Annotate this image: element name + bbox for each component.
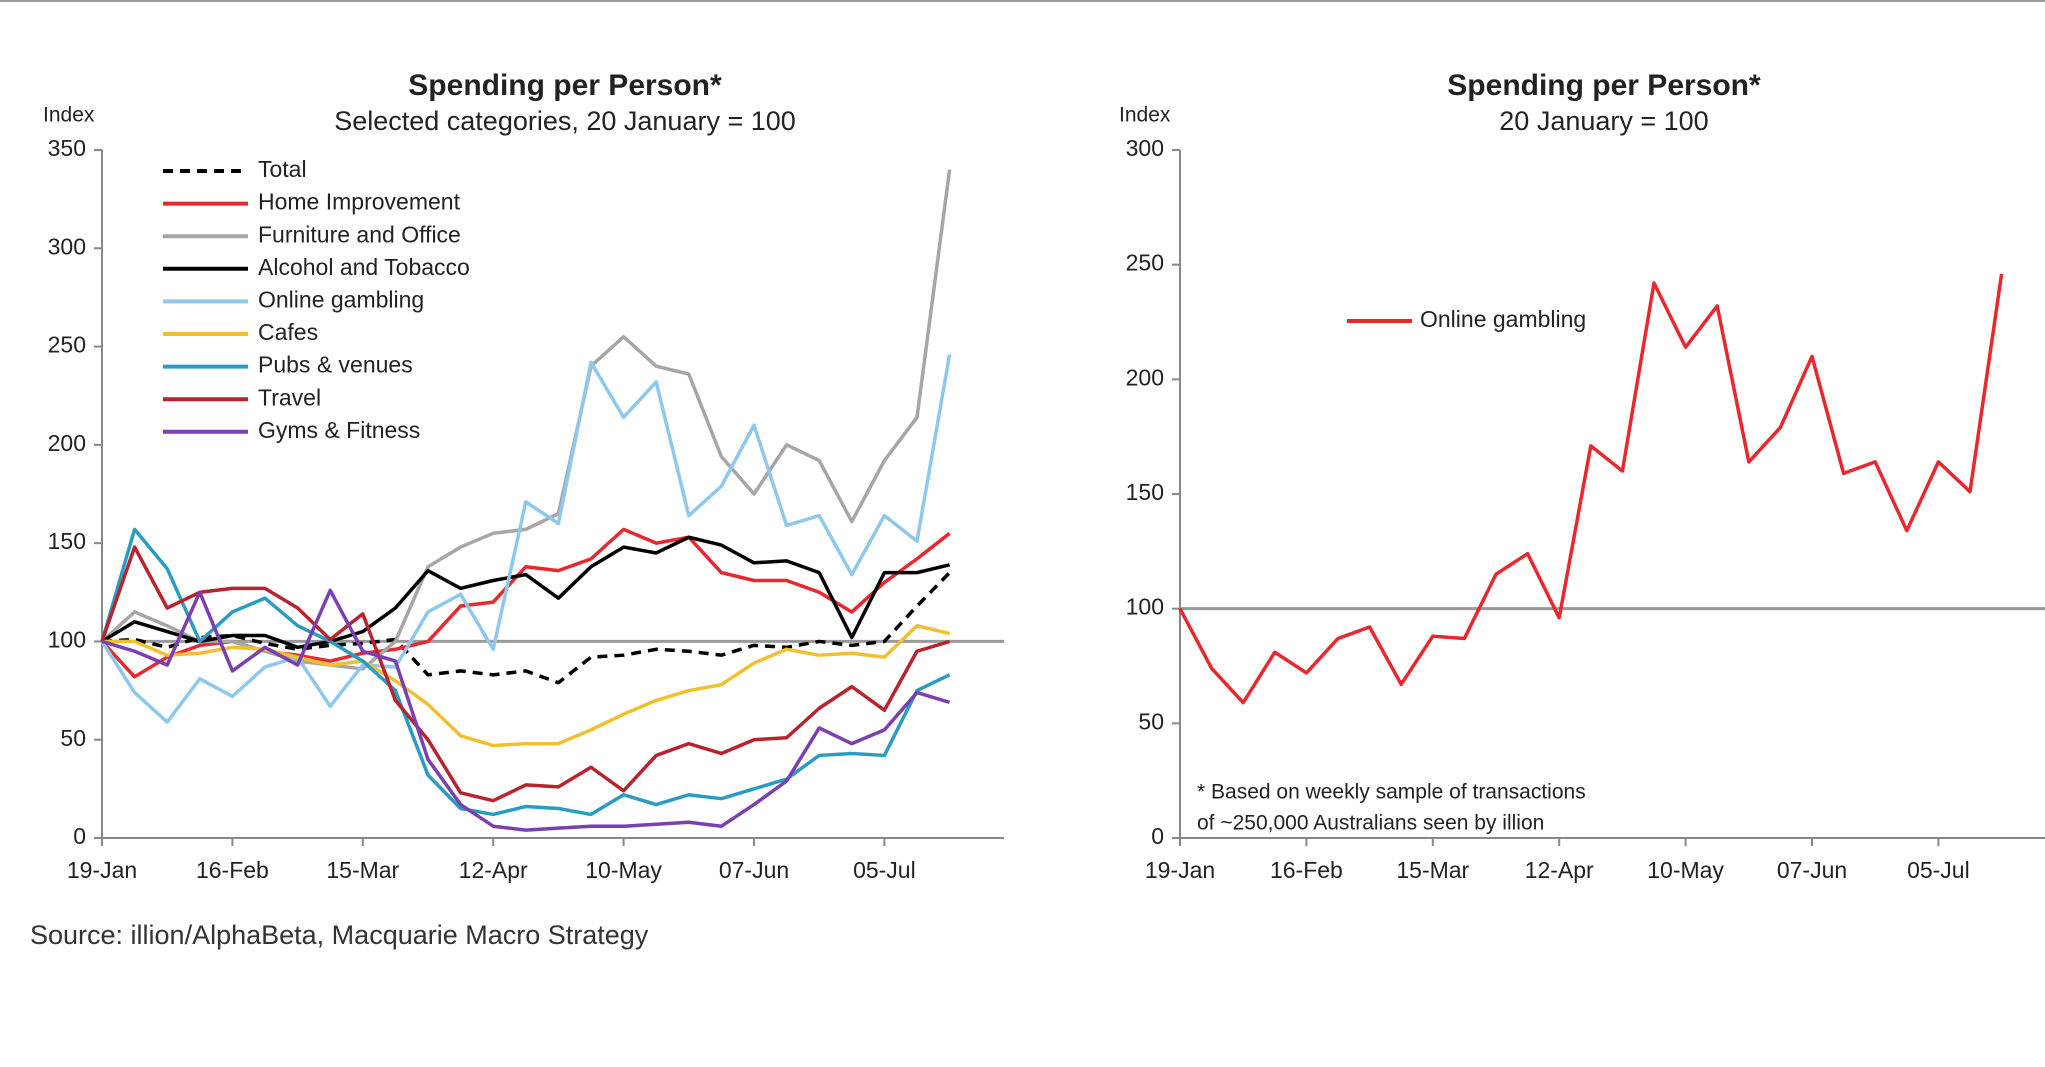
- chart-subtitle: Selected categories, 20 January = 100: [334, 106, 796, 136]
- y-tick-label: 0: [73, 823, 86, 849]
- y-tick-label: 250: [48, 332, 86, 358]
- legend-label: Online gambling: [258, 286, 424, 312]
- legend-label: Furniture and Office: [258, 221, 461, 247]
- x-tick-label: 15-Mar: [326, 857, 399, 883]
- x-tick-label: 07-Jun: [719, 857, 789, 883]
- chart-subtitle: 20 January = 100: [1499, 106, 1708, 136]
- y-tick-label: 300: [48, 233, 86, 259]
- x-tick-label: 19-Jan: [67, 857, 137, 883]
- y-tick-label: 200: [48, 430, 86, 456]
- y-tick-label: 300: [1126, 135, 1164, 161]
- y-axis-label: Index: [1119, 104, 1171, 127]
- series-line: [101, 535, 951, 650]
- footnote: * Based on weekly sample of transactions: [1197, 781, 1586, 804]
- chart-title: Spending per Person*: [408, 69, 722, 102]
- y-tick-label: 150: [48, 528, 86, 554]
- x-tick-label: 16-Feb: [1270, 857, 1343, 883]
- y-tick-label: 100: [1126, 594, 1164, 620]
- series-line: [100, 527, 951, 817]
- x-tick-label: 12-Apr: [459, 857, 528, 883]
- y-tick-label: 250: [1126, 250, 1164, 276]
- x-tick-label: 16-Feb: [196, 857, 269, 883]
- series-line: [100, 169, 952, 671]
- source: Source: illion/AlphaBeta, Macquarie Macr…: [30, 920, 649, 950]
- series-line: [102, 623, 951, 748]
- legend-label: Online gambling: [1420, 306, 1586, 332]
- series-line: [101, 571, 951, 685]
- series-line: [1178, 273, 2004, 705]
- legend-label: Cafes: [258, 319, 318, 345]
- legend-label: Travel: [258, 384, 321, 410]
- y-tick-label: 50: [60, 725, 86, 751]
- series-line: [100, 354, 952, 724]
- y-tick-label: 350: [48, 135, 86, 161]
- series-line: [101, 588, 951, 832]
- y-tick-label: 0: [1151, 823, 1164, 849]
- x-tick-label: 12-Apr: [1525, 857, 1594, 883]
- legend-label: Alcohol and Tobacco: [258, 254, 470, 280]
- footnote: of ~250,000 Australians seen by illion: [1197, 812, 1544, 835]
- x-tick-label: 19-Jan: [1145, 857, 1215, 883]
- y-tick-label: 150: [1126, 479, 1164, 505]
- chart-title: Spending per Person*: [1447, 69, 1761, 102]
- y-axis-label: Index: [43, 104, 95, 127]
- y-tick-label: 50: [1138, 708, 1164, 734]
- y-tick-label: 100: [48, 627, 86, 653]
- x-tick-label: 15-Mar: [1396, 857, 1469, 883]
- y-tick-label: 200: [1126, 364, 1164, 390]
- legend-label: Gyms & Fitness: [258, 417, 420, 443]
- x-tick-label: 05-Jul: [1907, 857, 1970, 883]
- x-tick-label: 07-Jun: [1777, 857, 1847, 883]
- x-tick-label: 10-May: [1647, 857, 1724, 883]
- x-tick-label: 05-Jul: [853, 857, 916, 883]
- series-line: [100, 545, 951, 803]
- x-tick-label: 10-May: [585, 857, 662, 883]
- legend-label: Home Improvement: [258, 189, 461, 215]
- legend-label: Total: [258, 156, 307, 182]
- legend-label: Pubs & venues: [258, 352, 413, 378]
